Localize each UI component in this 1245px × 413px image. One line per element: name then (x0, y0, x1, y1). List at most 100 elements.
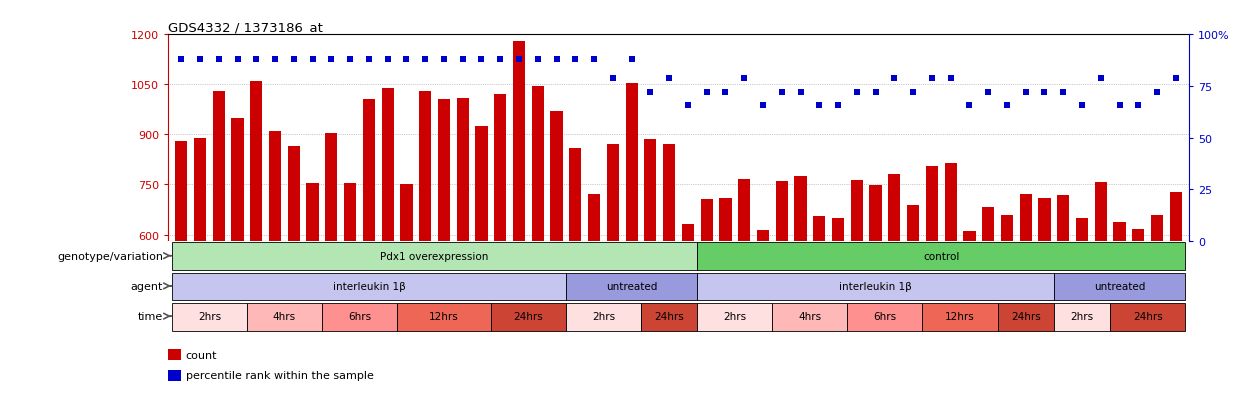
Bar (682, 225, 693, 413)
Point (547, 57, 566, 63)
Bar (757, 230, 769, 413)
Bar (644, 140, 656, 413)
Bar (1020, 194, 1032, 413)
Point (453, 57, 473, 63)
Point (190, 57, 210, 63)
Point (753, 102, 773, 109)
Point (303, 57, 322, 63)
Point (396, 57, 416, 63)
Text: 6hrs: 6hrs (347, 311, 371, 321)
Point (247, 57, 266, 63)
Point (265, 57, 285, 63)
Bar (926, 167, 937, 413)
Bar (832, 219, 844, 413)
Text: 24hrs: 24hrs (513, 311, 543, 321)
Bar (606, 145, 619, 413)
Bar (566, 303, 641, 331)
Bar (1113, 222, 1125, 413)
Bar (1170, 192, 1182, 413)
Text: 4hrs: 4hrs (273, 311, 296, 321)
Point (340, 57, 360, 63)
Point (1016, 90, 1036, 96)
Point (416, 57, 436, 63)
Bar (172, 303, 247, 331)
Point (640, 90, 660, 96)
Point (697, 90, 717, 96)
Bar (1094, 182, 1107, 413)
Bar (250, 82, 263, 413)
Bar (513, 42, 525, 413)
Point (565, 57, 585, 63)
Point (1165, 75, 1185, 82)
Bar (322, 303, 397, 331)
Bar (381, 88, 393, 413)
Point (679, 102, 698, 109)
Text: 2hrs: 2hrs (1071, 311, 1093, 321)
Bar (738, 180, 751, 413)
Text: 24hrs: 24hrs (1133, 311, 1163, 321)
Bar (701, 200, 713, 413)
Bar (269, 132, 281, 413)
Point (1128, 102, 1148, 109)
Point (472, 57, 492, 63)
Bar (964, 231, 976, 413)
Bar (550, 112, 563, 413)
Point (1147, 90, 1167, 96)
Bar (397, 303, 491, 331)
Point (172, 57, 192, 63)
Bar (848, 303, 923, 331)
Bar (566, 273, 697, 301)
Point (209, 57, 229, 63)
Point (716, 90, 736, 96)
Bar (794, 177, 807, 413)
Bar (491, 303, 566, 331)
Bar (232, 119, 244, 413)
Bar (850, 181, 863, 413)
Point (735, 75, 754, 82)
Point (772, 90, 792, 96)
Bar (1001, 216, 1013, 413)
Bar (172, 243, 697, 271)
Point (377, 57, 397, 63)
Bar (569, 148, 581, 413)
Bar (288, 147, 300, 413)
Text: count: count (186, 350, 217, 360)
Bar (457, 98, 469, 413)
Bar (697, 303, 772, 331)
Text: 12hrs: 12hrs (430, 311, 459, 321)
Point (321, 57, 341, 63)
Bar (888, 174, 900, 413)
Text: 4hrs: 4hrs (798, 311, 822, 321)
Text: time: time (138, 311, 163, 321)
Point (1091, 75, 1111, 82)
Bar (1076, 219, 1088, 413)
Point (941, 75, 961, 82)
Bar (213, 92, 225, 413)
Bar (588, 195, 600, 413)
Bar (176, 142, 187, 413)
Text: 2hrs: 2hrs (198, 311, 220, 321)
Point (1035, 90, 1055, 96)
Bar (625, 83, 637, 413)
Point (865, 90, 885, 96)
Bar (908, 206, 919, 413)
Bar (438, 100, 449, 413)
Bar (641, 303, 697, 331)
Point (828, 102, 848, 109)
Point (903, 90, 923, 96)
Point (1053, 90, 1073, 96)
Text: Pdx1 overexpression: Pdx1 overexpression (381, 251, 489, 261)
Point (603, 75, 622, 82)
Bar (1132, 229, 1144, 413)
Bar (1150, 216, 1163, 413)
Text: 2hrs: 2hrs (723, 311, 747, 321)
Bar (923, 303, 997, 331)
Bar (420, 92, 431, 413)
Point (584, 57, 604, 63)
Bar (776, 182, 788, 413)
Bar (344, 183, 356, 413)
Bar (1111, 303, 1185, 331)
Point (960, 102, 980, 109)
Point (884, 75, 904, 82)
Bar (362, 100, 375, 413)
